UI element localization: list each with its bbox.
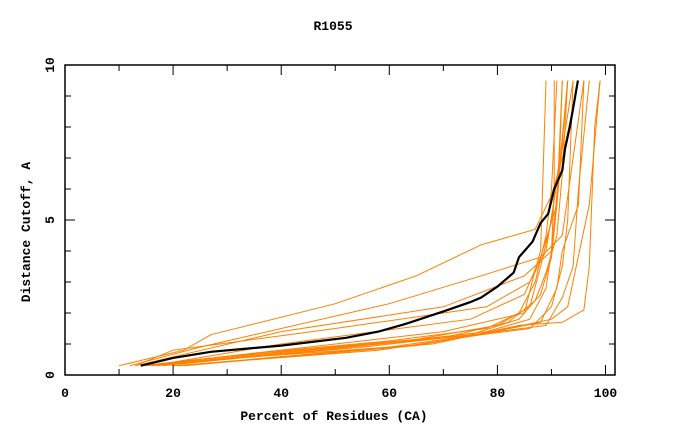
y-tick-label: 5 — [43, 216, 58, 224]
model-line-4 — [162, 80, 569, 367]
series-layer — [118, 80, 601, 367]
model-line-16 — [135, 80, 574, 367]
model-line-13 — [129, 80, 585, 367]
x-tick-label: 80 — [490, 386, 506, 401]
x-axis-label: Percent of Residues (CA) — [240, 409, 427, 424]
model-line-14 — [135, 80, 569, 367]
model-line-8 — [178, 80, 590, 367]
model-line-7 — [167, 80, 585, 365]
x-tick-label: 20 — [165, 386, 181, 401]
y-axis-label: Distance Cutoff, A — [19, 162, 34, 303]
model-line-5 — [140, 80, 555, 367]
axis-layer: 0 20 40 60 80 100 0 5 10 — [43, 57, 617, 401]
x-tick-label: 100 — [594, 386, 618, 401]
x-tick-label: 0 — [61, 386, 69, 401]
model-line-12 — [118, 80, 579, 367]
model-line-10 — [173, 80, 601, 364]
model-line-1 — [146, 80, 558, 367]
y-tick-label: 10 — [43, 57, 58, 73]
chart-title: R1055 — [313, 19, 352, 34]
plot-frame — [64, 64, 616, 376]
y-tick-label: 0 — [43, 371, 58, 379]
x-tick-label: 40 — [273, 386, 289, 401]
model-line-11 — [156, 80, 547, 365]
x-tick-label: 60 — [381, 386, 397, 401]
model-line-2 — [151, 80, 563, 367]
highlight-model-line — [140, 80, 579, 367]
model-line-15 — [151, 80, 563, 367]
